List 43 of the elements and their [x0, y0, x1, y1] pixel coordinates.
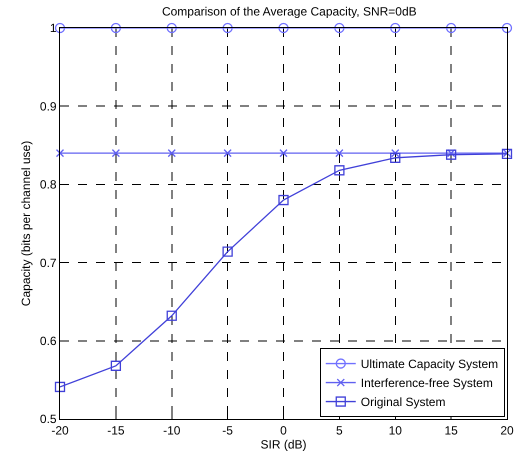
y-tick-label: 0.9: [40, 99, 57, 114]
x-tick-label: -5: [222, 423, 234, 438]
point: [391, 148, 400, 158]
point: [334, 22, 345, 34]
y-tick-label: 0.6: [40, 334, 57, 348]
x-tick-label: 15: [444, 423, 458, 438]
point: [166, 310, 177, 321]
point: [335, 148, 344, 158]
y-tick-label: 1: [50, 21, 57, 36]
point: [222, 246, 233, 257]
point: [223, 148, 232, 158]
point: [112, 148, 120, 158]
point: [168, 148, 176, 158]
point: [166, 22, 177, 34]
point: [502, 22, 512, 34]
point: [446, 148, 456, 158]
point: [390, 152, 400, 163]
x-tick-label: -15: [107, 423, 125, 438]
y-tick-label: 0.7: [40, 256, 57, 270]
y-axis-title: Capacity (bits per channel use): [19, 140, 34, 306]
point: [446, 22, 456, 34]
x-tick-label: 0: [280, 423, 288, 438]
point: [278, 22, 289, 34]
point: [54, 382, 66, 392]
point: [110, 22, 122, 34]
x-tick-label: 5: [336, 423, 344, 438]
chart-title: Comparison of the Average Capacity, SNR=0dB: [162, 4, 417, 18]
point: [56, 148, 64, 158]
x-tick-label: 10: [388, 423, 402, 438]
x-tick-label: 20: [500, 423, 514, 438]
x-axis-title: SIR (dB): [260, 437, 307, 452]
x-tick-label: -10: [163, 423, 181, 438]
point: [110, 360, 122, 371]
point: [334, 165, 345, 176]
point: [222, 22, 233, 34]
point: [446, 150, 456, 160]
legend-label: Interference-free System: [360, 376, 493, 390]
legend-label: Ultimate Capacity System: [360, 357, 498, 372]
point: [278, 194, 289, 206]
legend-label: Original System: [360, 395, 446, 410]
point: [390, 22, 400, 34]
point: [279, 148, 288, 158]
y-tick-label: 0.8: [40, 178, 57, 192]
